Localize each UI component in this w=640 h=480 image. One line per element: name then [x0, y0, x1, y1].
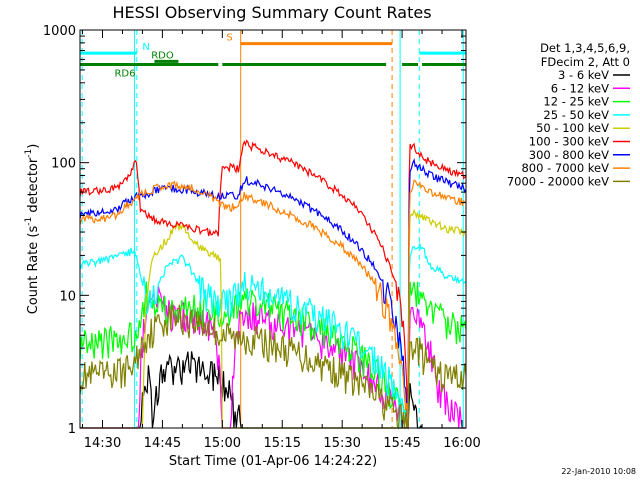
y-axis-label-superscript-2: -1 [24, 149, 34, 158]
legend-label-3-6-kev: 3 - 6 keV [558, 68, 609, 82]
legend-label-800-7000-kev: 800 - 7000 keV [521, 161, 609, 175]
y-tick-label: 10 [59, 289, 76, 304]
flag-label-rd6: RD6 [114, 68, 135, 79]
x-tick-label: 15:30 [323, 436, 360, 451]
legend-title-line-2: FDecim 2, Att 0 [541, 55, 630, 69]
series-line-100-300-kev [79, 139, 467, 429]
plot-frame [79, 29, 467, 429]
flag-label-rdo: RDO [151, 50, 174, 61]
x-axis-label: Start Time (01-Apr-06 14:24:22) [169, 454, 377, 469]
flag-label-s: S [226, 33, 232, 44]
legend-label-300-800-kev: 300 - 800 keV [529, 148, 609, 162]
x-axis: 14:30 14:45 15:00 15:15 15:30 15:45 16:00 [82, 30, 481, 451]
y-axis-label-text: Count Rate (s [26, 226, 41, 315]
x-tick-label: 15:45 [383, 436, 420, 451]
y-axis-label: Count Rate (s-1 detector-1) [24, 144, 41, 315]
legend-label-6-12-kev: 6 - 12 keV [551, 81, 609, 95]
chart-title: HESSI Observing Summary Count Rates [112, 3, 431, 22]
y-axis-label-detector: detector [26, 157, 41, 217]
flag-label-n: N [142, 42, 149, 53]
legend-label-100-300-kev: 100 - 300 keV [529, 135, 609, 149]
y-axis-label-superscript: -1 [24, 217, 34, 226]
x-tick-label: 16:00 [443, 436, 480, 451]
timestamp: 22-Jan-2010 10:08 [561, 467, 636, 476]
legend-label-25-50-kev: 25 - 50 keV [543, 108, 609, 122]
x-tick-label: 15:15 [264, 436, 301, 451]
series-line-7000-20000-kev [79, 304, 467, 430]
legend-title-line-1: Det 1,3,4,5,6,9, [540, 41, 630, 55]
x-tick-label: 14:45 [144, 436, 181, 451]
x-tick-label: 15:00 [204, 436, 241, 451]
y-tick-label: 100 [51, 157, 76, 172]
series-line-12-25-kev [79, 281, 467, 429]
series-line-25-50-kev [79, 241, 467, 429]
series-line-800-7000-kev [79, 179, 467, 429]
y-axis: 1 10 100 1000 [43, 24, 466, 437]
y-tick-label: 1 [68, 422, 76, 437]
legend-label-7000-20000-kev: 7000 - 20000 keV [507, 174, 609, 188]
y-tick-label: 1000 [43, 24, 76, 39]
x-tick-label: 14:30 [84, 436, 121, 451]
legend-label-50-100-kev: 50 - 100 keV [536, 121, 609, 135]
y-axis-label-close: ) [26, 144, 41, 149]
legend-label-12-25-kev: 12 - 25 keV [543, 95, 609, 109]
